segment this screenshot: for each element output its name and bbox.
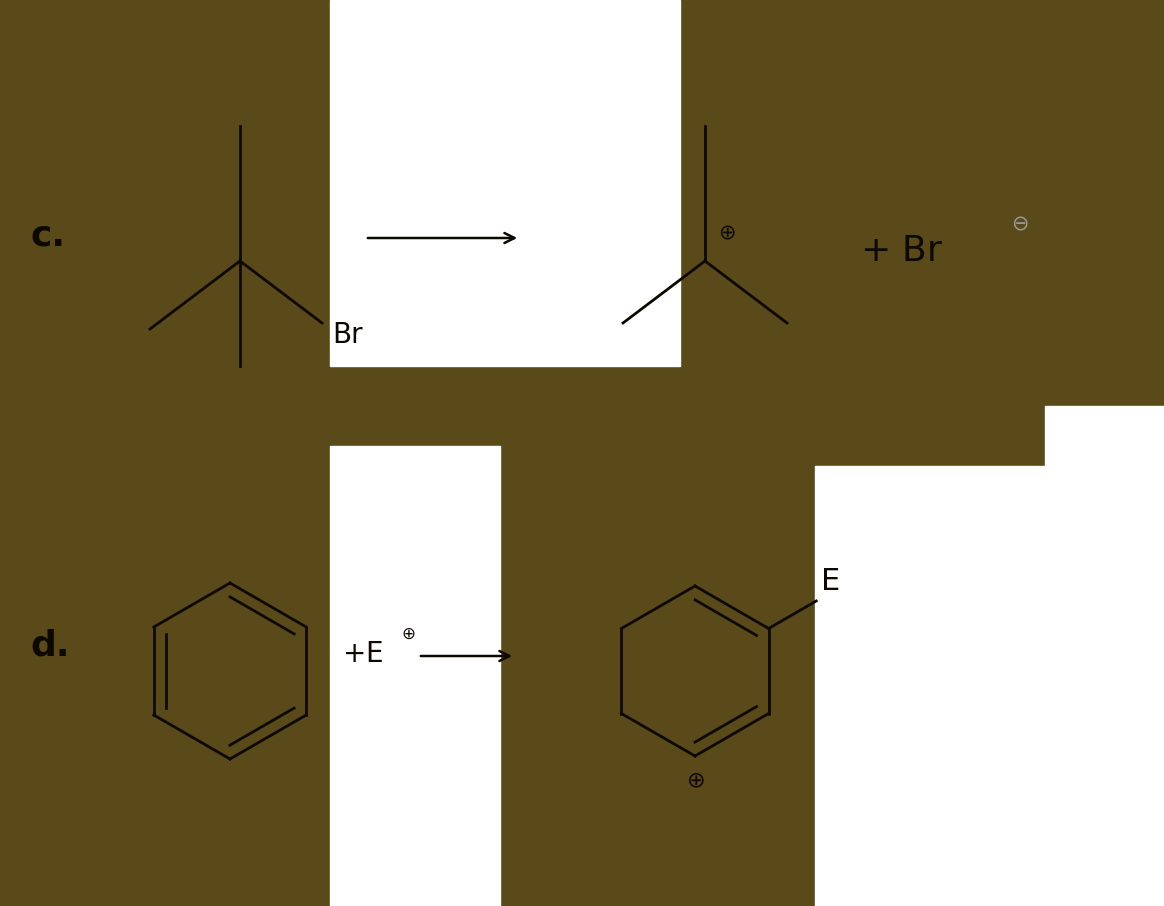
Text: $\oplus$: $\oplus$	[686, 771, 704, 791]
Bar	[331, 446, 501, 906]
Bar	[331, 0, 680, 366]
Bar	[1045, 406, 1164, 906]
Text: $\oplus$: $\oplus$	[718, 223, 736, 243]
Text: d.: d.	[30, 629, 70, 663]
Text: $\ominus$: $\ominus$	[1012, 214, 1029, 234]
Text: $\oplus$: $\oplus$	[400, 625, 416, 643]
Text: E: E	[822, 567, 840, 596]
Text: $+$E: $+$E	[342, 640, 383, 668]
Bar	[815, 466, 1045, 906]
Text: Br: Br	[332, 321, 363, 349]
Text: $+$ Br: $+$ Br	[860, 234, 943, 268]
Text: c.: c.	[30, 219, 65, 253]
